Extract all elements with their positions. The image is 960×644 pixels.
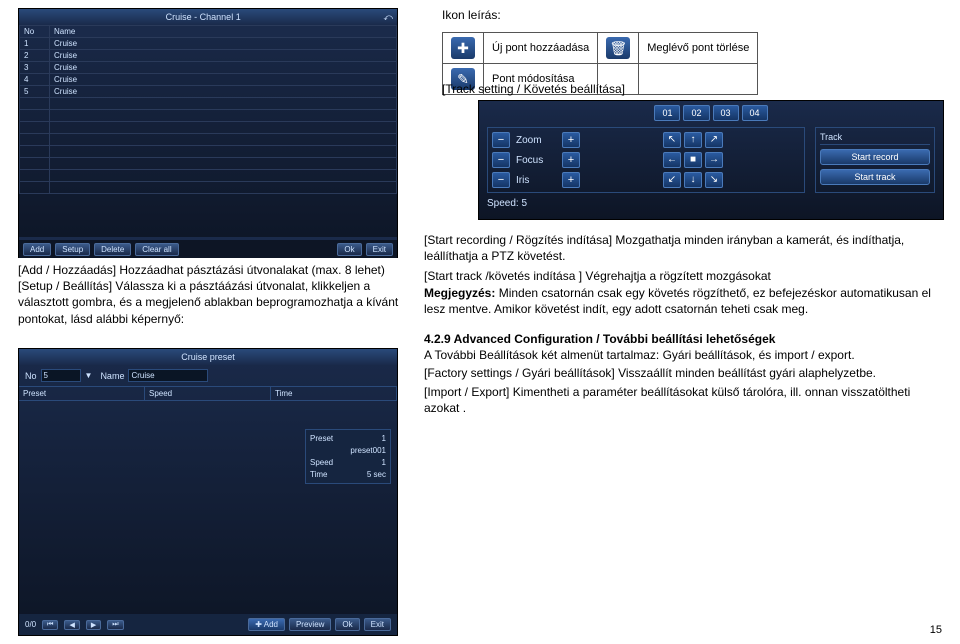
- track-left-box: − Zoom + ↖ ↑ ↗ − Focus + ← ■ →: [487, 127, 805, 193]
- plus-icon: ✚: [451, 37, 475, 59]
- p5: [Import / Export] Kimentheti a paraméter…: [424, 384, 944, 416]
- right-body-text: [Start recording / Rögzítés indítása] Mo…: [424, 232, 944, 416]
- table-row[interactable]: 1Cruise: [20, 38, 397, 50]
- p-start-recording: [Start recording / Rögzítés indítása] Mo…: [424, 232, 944, 264]
- arrow-down-icon[interactable]: ↓: [684, 172, 702, 188]
- arrow-stop-icon[interactable]: ■: [684, 152, 702, 168]
- start-record-button[interactable]: Start record: [820, 149, 930, 165]
- p4: [Factory settings / Gyári beállítások] V…: [424, 365, 944, 381]
- preset-rows-area: [19, 401, 397, 581]
- col-speed: Speed: [145, 387, 271, 400]
- table-row[interactable]: 3Cruise: [20, 62, 397, 74]
- preset-no-input[interactable]: [41, 369, 81, 382]
- preset-page: 0/0: [25, 620, 36, 629]
- col-preset: Preset: [19, 387, 145, 400]
- preset-exit-button[interactable]: Exit: [364, 618, 391, 631]
- track-right-box: Track Start record Start track: [815, 127, 935, 193]
- track-num-03[interactable]: 03: [713, 105, 739, 121]
- arrow-left-icon[interactable]: ←: [663, 152, 681, 168]
- add-button[interactable]: Add: [23, 243, 51, 256]
- table-row[interactable]: 5Cruise: [20, 86, 397, 98]
- arrow-right-icon[interactable]: →: [705, 152, 723, 168]
- chevron-down-icon[interactable]: ▼: [85, 371, 93, 380]
- arrow-up-icon[interactable]: ↑: [684, 132, 702, 148]
- zoom-label: Zoom: [516, 135, 556, 146]
- focus-plus-button[interactable]: +: [562, 152, 580, 168]
- focus-label: Focus: [516, 155, 556, 166]
- preset-sidebox: Preset1 preset001 Speed1 Time5 sec: [305, 429, 391, 484]
- preset-nav-last[interactable]: ⏭: [107, 620, 123, 630]
- speed-label: Speed: 5: [479, 195, 943, 212]
- arrow-up-left-icon[interactable]: ↖: [663, 132, 681, 148]
- p-start-track: [Start track /követés indítása ] Végreha…: [424, 268, 944, 317]
- cruise-title: Cruise - Channel 1: [166, 9, 241, 25]
- setup-button[interactable]: Setup: [55, 243, 90, 256]
- ok-button[interactable]: Ok: [337, 243, 361, 256]
- preset-ok-button[interactable]: Ok: [335, 618, 359, 631]
- arrow-down-right-icon[interactable]: ↘: [705, 172, 723, 188]
- plus-desc: Új pont hozzáadása: [484, 33, 598, 64]
- zoom-minus-button[interactable]: −: [492, 132, 510, 148]
- delete-button[interactable]: Delete: [94, 243, 131, 256]
- cruise-table: No Name 1Cruise 2Cruise 3Cruise 4Cruise …: [19, 25, 397, 194]
- exit-button[interactable]: Exit: [366, 243, 393, 256]
- table-row[interactable]: 2Cruise: [20, 50, 397, 62]
- col-name: Name: [50, 26, 397, 38]
- h-429: 4.2.9 Advanced Configuration / További b…: [424, 331, 944, 347]
- col-no: No: [20, 26, 50, 38]
- cruise-channel-panel: Cruise - Channel 1 ⤺ No Name 1Cruise 2Cr…: [18, 8, 398, 258]
- preset-add-button[interactable]: ✚ Add: [248, 618, 285, 631]
- plus-icon: ✚: [255, 620, 262, 629]
- preset-nav-next[interactable]: ▶: [86, 620, 101, 630]
- close-icon[interactable]: ⤺: [383, 9, 393, 25]
- preset-title: Cruise preset: [19, 349, 397, 365]
- track-panel: 01 02 03 04 − Zoom + ↖ ↑ ↗ − Focus + ←: [478, 100, 944, 220]
- icon-desc-heading: Ikon leírás:: [442, 8, 758, 22]
- track-heading: [Track setting / Követés beállítása]: [442, 82, 625, 96]
- preset-nav-first[interactable]: ⏮: [42, 620, 58, 630]
- arrow-up-right-icon[interactable]: ↗: [705, 132, 723, 148]
- cruise-titlebar: Cruise - Channel 1 ⤺: [19, 9, 397, 25]
- preset-nav-prev[interactable]: ◀: [64, 620, 79, 630]
- track-num-04[interactable]: 04: [742, 105, 768, 121]
- iris-label: Iris: [516, 175, 556, 186]
- track-num-02[interactable]: 02: [683, 105, 709, 121]
- trash-icon: 🗑: [606, 37, 630, 59]
- add-paragraph-1: [Add / Hozzáadás] Hozzáadhat pásztázási …: [18, 262, 410, 327]
- focus-minus-button[interactable]: −: [492, 152, 510, 168]
- cruise-preset-panel: Cruise preset No ▼ Name Preset Speed Tim…: [18, 348, 398, 636]
- start-track-button[interactable]: Start track: [820, 169, 930, 185]
- preview-button[interactable]: Preview: [289, 618, 331, 631]
- iris-minus-button[interactable]: −: [492, 172, 510, 188]
- page-number: 15: [930, 624, 942, 636]
- p3: A További Beállítások két almenüt tartal…: [424, 347, 944, 363]
- arrow-down-left-icon[interactable]: ↙: [663, 172, 681, 188]
- track-box-title: Track: [820, 132, 930, 145]
- table-row[interactable]: 4Cruise: [20, 74, 397, 86]
- trash-desc: Meglévő pont törlése: [639, 33, 758, 64]
- track-num-01[interactable]: 01: [654, 105, 680, 121]
- col-time: Time: [271, 387, 397, 400]
- preset-name-input[interactable]: [128, 369, 208, 382]
- clearall-button[interactable]: Clear all: [135, 243, 178, 256]
- iris-plus-button[interactable]: +: [562, 172, 580, 188]
- preset-no-label: No: [25, 371, 37, 381]
- preset-name-label: Name: [100, 371, 124, 381]
- zoom-plus-button[interactable]: +: [562, 132, 580, 148]
